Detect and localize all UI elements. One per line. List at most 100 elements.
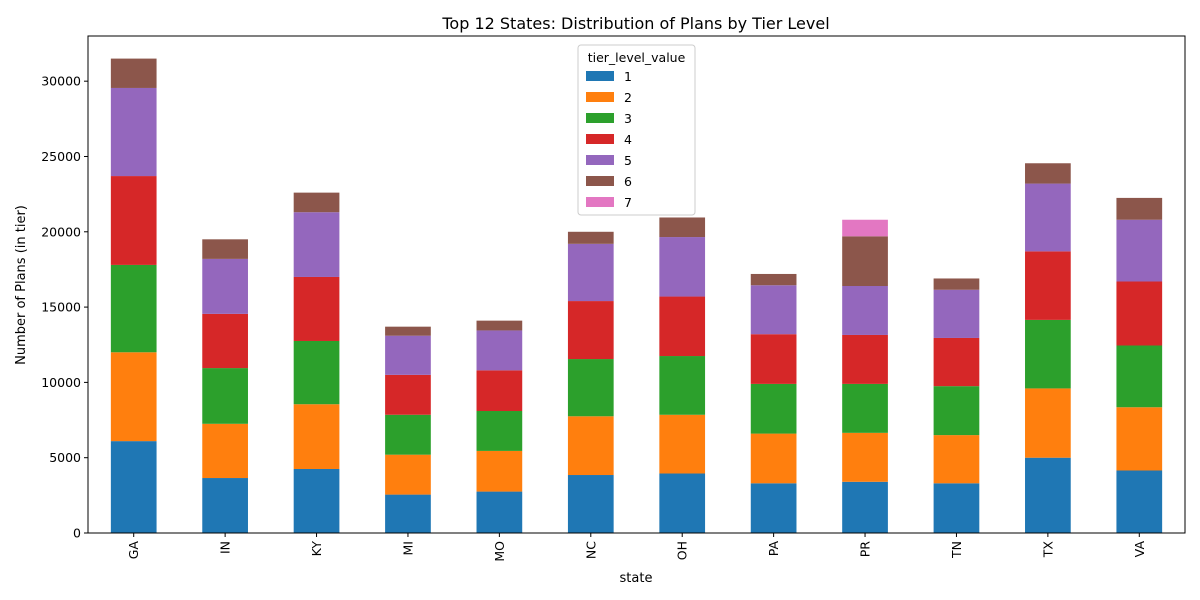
bar-segment-TN-tier-6 <box>933 278 980 290</box>
x-tick-label-OH: OH <box>675 541 690 560</box>
bar-segment-MO-tier-3 <box>476 411 523 451</box>
bar-segment-IN-tier-4 <box>202 313 248 369</box>
y-axis-label: Number of Plans (in tier) <box>14 205 29 365</box>
bar-segment-PR-tier-4 <box>842 334 888 384</box>
legend-label-4: 4 <box>624 132 632 147</box>
bar-segment-MI-tier-5 <box>385 335 431 375</box>
bar-segment-GA-tier-1 <box>110 441 157 533</box>
bar-segment-TX-tier-3 <box>1025 319 1071 389</box>
legend-label-7: 7 <box>624 195 632 210</box>
bar-segment-IN-tier-2 <box>202 423 248 479</box>
bar-segment-TX-tier-1 <box>1025 457 1071 533</box>
bar-segment-NC-tier-2 <box>567 416 614 476</box>
bar-segment-IN-tier-5 <box>202 258 248 314</box>
y-tick-label: 20000 <box>41 224 81 239</box>
bar-segment-TN-tier-4 <box>933 337 980 387</box>
y-tick-label: 10000 <box>41 375 81 390</box>
x-tick-label-VA: VA <box>1132 541 1147 558</box>
legend-label-6: 6 <box>624 174 632 189</box>
bar-segment-KY-tier-4 <box>293 276 340 341</box>
bar-segment-NC-tier-5 <box>567 243 614 302</box>
x-axis: GA IN KY MI MO NC OH PA PR TN TX VA <box>126 533 1147 562</box>
legend-box <box>577 44 696 216</box>
bar-segment-MO-tier-6 <box>476 320 523 331</box>
x-tick-label-TX: TX <box>1040 541 1055 559</box>
bar-segment-PR-tier-1 <box>842 481 888 533</box>
bar-segment-MI-tier-2 <box>385 454 431 495</box>
bar-segment-GA-tier-6 <box>110 58 157 88</box>
bar-segment-PR-tier-3 <box>842 383 888 433</box>
bar-segment-KY-tier-2 <box>293 404 340 469</box>
bar-segment-OH-tier-4 <box>659 296 706 357</box>
legend-swatch-6 <box>586 176 614 186</box>
legend-title: tier_level_value <box>588 50 686 65</box>
bar-segment-MO-tier-5 <box>476 330 523 371</box>
legend-label-5: 5 <box>624 153 632 168</box>
bar-segment-IN-tier-6 <box>202 239 248 259</box>
bar-segment-TX-tier-5 <box>1025 183 1071 252</box>
y-tick-label: 15000 <box>41 300 81 315</box>
bar-segment-PR-tier-7 <box>842 219 888 237</box>
bar-segment-PA-tier-3 <box>750 383 797 434</box>
legend-label-2: 2 <box>624 90 632 105</box>
bar-segment-TX-tier-2 <box>1025 388 1071 458</box>
bar-segment-GA-tier-5 <box>110 87 157 177</box>
bar-segment-MI-tier-3 <box>385 414 431 455</box>
bar-segment-PA-tier-4 <box>750 334 797 384</box>
x-tick-label-KY: KY <box>309 541 324 557</box>
legend-swatch-2 <box>586 92 614 102</box>
x-tick-label-PR: PR <box>858 541 873 558</box>
x-tick-label-IN: IN <box>218 541 233 554</box>
x-tick-label-MO: MO <box>492 541 507 562</box>
bar-segment-PR-tier-6 <box>842 236 888 287</box>
legend-swatch-5 <box>586 155 614 165</box>
bar-segment-KY-tier-3 <box>293 340 340 405</box>
bar-segment-KY-tier-1 <box>293 468 340 533</box>
bar-segment-TN-tier-3 <box>933 386 980 436</box>
x-tick-label-TN: TN <box>949 541 964 559</box>
legend: tier_level_value 1 2 3 4 5 6 7 <box>577 44 696 216</box>
bar-segment-PA-tier-5 <box>750 285 797 335</box>
bar-segment-MI-tier-6 <box>385 326 431 336</box>
y-tick-label: 25000 <box>41 149 81 164</box>
bar-segment-GA-tier-2 <box>110 352 157 442</box>
legend-swatch-3 <box>586 113 614 123</box>
bar-segment-VA-tier-3 <box>1116 345 1163 408</box>
x-axis-label: state <box>620 571 653 586</box>
bar-segment-VA-tier-5 <box>1116 219 1163 282</box>
bar-segment-TN-tier-2 <box>933 435 980 484</box>
bar-segment-VA-tier-2 <box>1116 407 1163 471</box>
bar-segment-MO-tier-4 <box>476 370 523 412</box>
bar-segment-PA-tier-1 <box>750 483 797 533</box>
legend-swatch-4 <box>586 134 614 144</box>
bar-segment-TN-tier-1 <box>933 483 980 533</box>
bar-segment-IN-tier-3 <box>202 368 248 424</box>
legend-swatch-1 <box>586 71 614 81</box>
bar-segment-PR-tier-2 <box>842 432 888 482</box>
y-axis: 0 5000 10000 15000 20000 25000 30000 <box>41 74 88 541</box>
bar-segment-VA-tier-4 <box>1116 281 1163 346</box>
bar-segment-PA-tier-2 <box>750 433 797 484</box>
x-tick-label-MI: MI <box>400 541 415 555</box>
bar-segment-NC-tier-3 <box>567 359 614 417</box>
bar-segment-MI-tier-1 <box>385 494 431 533</box>
x-tick-label-PA: PA <box>766 541 781 557</box>
bar-segment-PR-tier-5 <box>842 286 888 335</box>
legend-label-3: 3 <box>624 111 632 126</box>
y-tick-label: 30000 <box>41 74 81 89</box>
bar-segment-TN-tier-5 <box>933 289 980 338</box>
bar-segment-NC-tier-1 <box>567 475 614 533</box>
bars-layer <box>110 58 1163 533</box>
legend-label-1: 1 <box>624 69 632 84</box>
bar-segment-VA-tier-6 <box>1116 197 1163 220</box>
bar-segment-GA-tier-3 <box>110 264 157 353</box>
bar-segment-MO-tier-1 <box>476 491 523 533</box>
plot-frame <box>87 35 1186 534</box>
bar-segment-OH-tier-6 <box>659 217 706 238</box>
bar-segment-OH-tier-1 <box>659 473 706 533</box>
bar-segment-NC-tier-6 <box>567 231 614 244</box>
bar-segment-MO-tier-2 <box>476 450 523 492</box>
bar-segment-OH-tier-2 <box>659 414 706 474</box>
bar-segment-IN-tier-1 <box>202 478 248 533</box>
